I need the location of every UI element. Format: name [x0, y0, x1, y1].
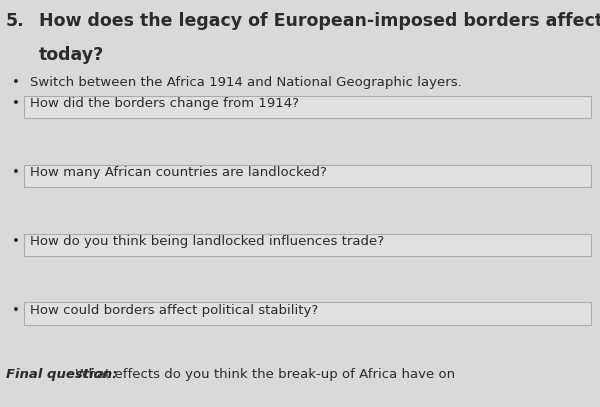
Text: What effects do you think the break-up of Africa have on: What effects do you think the break-up o…: [71, 368, 455, 381]
Text: How do you think being landlocked influences trade?: How do you think being landlocked influe…: [30, 235, 384, 248]
FancyBboxPatch shape: [24, 165, 591, 187]
Text: •: •: [12, 235, 20, 248]
FancyBboxPatch shape: [24, 234, 591, 256]
Text: How does the legacy of European-imposed borders affect Africa: How does the legacy of European-imposed …: [39, 12, 600, 30]
Text: Switch between the Africa 1914 and National Geographic layers.: Switch between the Africa 1914 and Natio…: [30, 76, 462, 89]
Text: 5.: 5.: [6, 12, 25, 30]
Text: How many African countries are landlocked?: How many African countries are landlocke…: [30, 166, 327, 179]
Text: •: •: [12, 76, 20, 89]
Text: •: •: [12, 166, 20, 179]
FancyBboxPatch shape: [24, 96, 591, 118]
Text: How did the borders change from 1914?: How did the borders change from 1914?: [30, 97, 299, 110]
Text: today?: today?: [39, 46, 104, 63]
Text: Final question:: Final question:: [6, 368, 118, 381]
FancyBboxPatch shape: [24, 302, 591, 325]
Text: •: •: [12, 97, 20, 110]
Text: How could borders affect political stability?: How could borders affect political stabi…: [30, 304, 318, 317]
Text: •: •: [12, 304, 20, 317]
